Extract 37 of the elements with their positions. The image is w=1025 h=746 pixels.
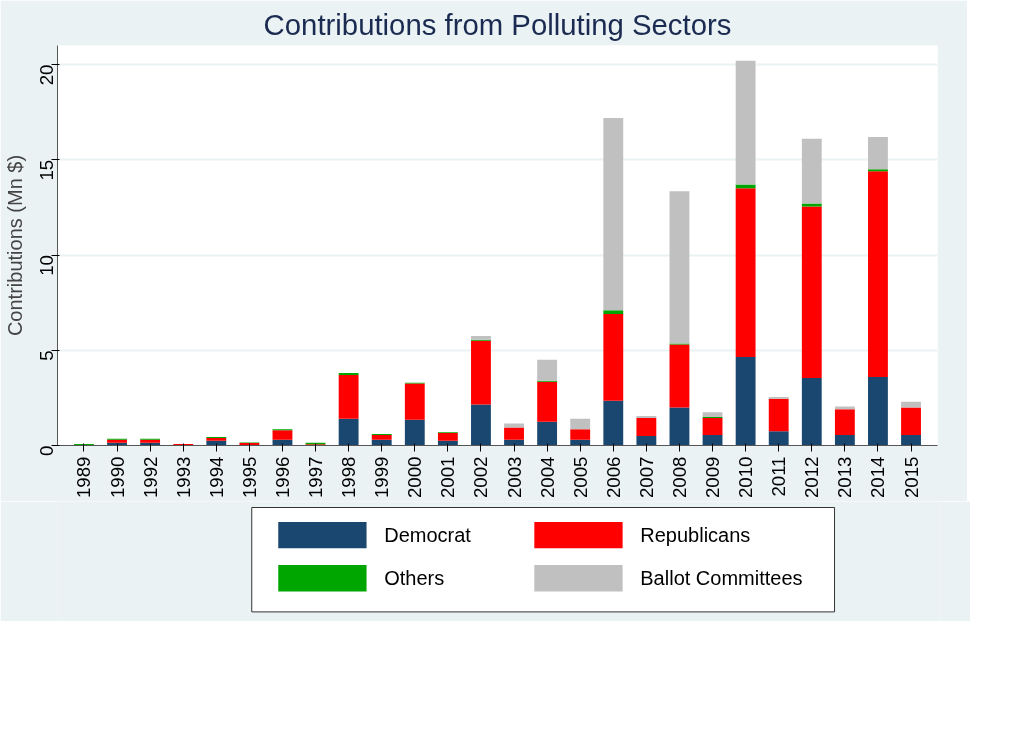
y-tick-label: 20 — [36, 64, 57, 86]
x-tick-label: 1998 — [338, 456, 360, 498]
x-tick-label: 1993 — [172, 456, 194, 498]
x-tick-label: 1996 — [271, 456, 293, 498]
x-tick-label: 2006 — [602, 456, 624, 498]
x-tick-label: 2000 — [404, 456, 426, 498]
x-tick-label: 1990 — [106, 456, 128, 498]
x-tick-label: 2012 — [801, 456, 823, 498]
x-tick-label: 2015 — [900, 456, 922, 498]
y-axis-title: Contributions (Mn $) — [3, 154, 26, 337]
x-tick-label: 2003 — [503, 456, 525, 498]
x-tick-label: 1997 — [305, 456, 327, 498]
y-tick-label: 15 — [36, 159, 57, 181]
x-tick-label: 2009 — [702, 456, 724, 498]
x-tick-label: 2002 — [470, 456, 492, 498]
x-tick-label: 2001 — [437, 456, 459, 498]
x-tick-label: 2013 — [834, 456, 856, 498]
chart-title: Contributions from Polluting Sectors — [263, 7, 732, 41]
y-tick-label: 10 — [36, 255, 57, 276]
legend-label: Ballot Committees — [640, 567, 803, 590]
x-tick-label: 1989 — [73, 456, 95, 498]
x-tick-label: 2004 — [536, 456, 558, 498]
legend-label: Republicans — [640, 524, 751, 547]
x-tick-label: 1995 — [238, 456, 260, 498]
x-tick-label: 1992 — [139, 456, 161, 498]
x-tick-label: 2008 — [668, 456, 690, 498]
x-tick-label: 2007 — [635, 456, 657, 498]
legend-label: Others — [384, 567, 445, 590]
x-tick-label: 2010 — [735, 456, 757, 498]
y-tick-label: 5 — [36, 350, 57, 361]
x-tick-label: 1994 — [205, 456, 227, 498]
x-tick-label: 1999 — [371, 456, 393, 498]
x-tick-label: 2011 — [768, 456, 790, 497]
x-tick-label: 2014 — [867, 456, 889, 498]
legend-label: Democrat — [384, 524, 472, 547]
y-tick-label: 0 — [36, 445, 57, 456]
x-tick-label: 2005 — [569, 456, 591, 498]
